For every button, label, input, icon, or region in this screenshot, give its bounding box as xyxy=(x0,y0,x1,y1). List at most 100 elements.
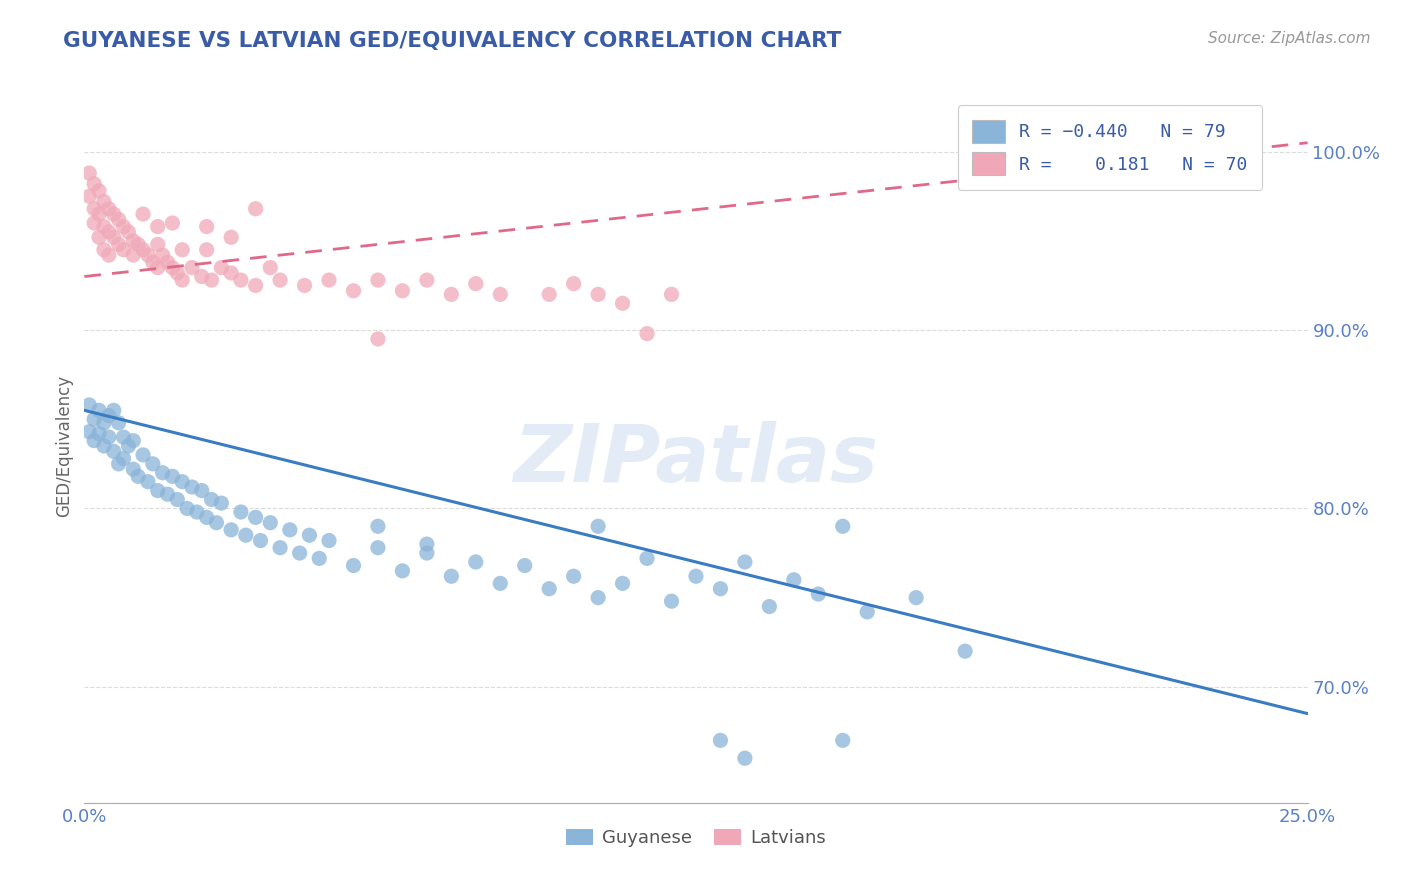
Point xyxy=(245,202,267,216)
Point xyxy=(146,219,169,234)
Point xyxy=(142,457,165,471)
Point xyxy=(107,416,129,430)
Point xyxy=(122,434,145,448)
Point xyxy=(259,260,281,275)
Y-axis label: GED/Equivalency: GED/Equivalency xyxy=(55,375,73,517)
Point xyxy=(308,551,330,566)
Point xyxy=(562,277,585,291)
Point xyxy=(342,558,364,573)
Legend: Guyanese, Latvians: Guyanese, Latvians xyxy=(560,822,832,855)
Point xyxy=(77,425,100,439)
Point xyxy=(127,469,149,483)
Point xyxy=(166,266,188,280)
Point xyxy=(87,426,110,441)
Point xyxy=(612,576,634,591)
Point xyxy=(87,403,110,417)
Point xyxy=(661,287,683,301)
Point xyxy=(294,278,316,293)
Point xyxy=(288,546,311,560)
Point xyxy=(464,277,486,291)
Point xyxy=(219,230,242,244)
Point xyxy=(513,558,536,573)
Point xyxy=(93,194,115,209)
Point xyxy=(156,255,179,269)
Point xyxy=(195,510,218,524)
Point xyxy=(77,398,100,412)
Point xyxy=(112,451,135,466)
Point xyxy=(93,243,115,257)
Point xyxy=(97,248,120,262)
Point xyxy=(856,605,879,619)
Point xyxy=(298,528,321,542)
Point xyxy=(489,287,512,301)
Point xyxy=(83,216,105,230)
Point xyxy=(103,207,125,221)
Point xyxy=(586,591,609,605)
Point xyxy=(235,528,257,542)
Point xyxy=(831,733,853,747)
Point xyxy=(83,202,105,216)
Point xyxy=(112,243,135,257)
Point xyxy=(709,582,731,596)
Point xyxy=(245,278,267,293)
Point xyxy=(146,237,169,252)
Point xyxy=(612,296,634,310)
Point xyxy=(181,480,204,494)
Point xyxy=(142,255,165,269)
Point xyxy=(636,326,658,341)
Point xyxy=(195,219,218,234)
Point xyxy=(200,273,222,287)
Point xyxy=(489,576,512,591)
Point xyxy=(259,516,281,530)
Point xyxy=(586,287,609,301)
Point xyxy=(464,555,486,569)
Point xyxy=(661,594,683,608)
Point xyxy=(191,269,214,284)
Point xyxy=(176,501,198,516)
Point xyxy=(367,273,389,287)
Point xyxy=(127,237,149,252)
Point xyxy=(269,273,291,287)
Point xyxy=(162,469,184,483)
Text: Source: ZipAtlas.com: Source: ZipAtlas.com xyxy=(1208,31,1371,46)
Point xyxy=(709,733,731,747)
Point xyxy=(93,416,115,430)
Point xyxy=(122,462,145,476)
Point xyxy=(538,287,561,301)
Point xyxy=(905,591,928,605)
Point xyxy=(562,569,585,583)
Point xyxy=(191,483,214,498)
Point xyxy=(367,519,389,533)
Point xyxy=(152,248,174,262)
Point xyxy=(77,166,100,180)
Point xyxy=(229,273,252,287)
Point xyxy=(342,284,364,298)
Point xyxy=(83,434,105,448)
Point xyxy=(122,234,145,248)
Point xyxy=(209,260,232,275)
Point xyxy=(87,184,110,198)
Point xyxy=(117,439,139,453)
Point xyxy=(146,483,169,498)
Point xyxy=(219,266,242,280)
Point xyxy=(172,475,194,489)
Point xyxy=(172,243,194,257)
Point xyxy=(229,505,252,519)
Text: GUYANESE VS LATVIAN GED/EQUIVALENCY CORRELATION CHART: GUYANESE VS LATVIAN GED/EQUIVALENCY CORR… xyxy=(63,31,842,51)
Point xyxy=(245,510,267,524)
Point xyxy=(97,430,120,444)
Point xyxy=(112,430,135,444)
Point xyxy=(97,202,120,216)
Point xyxy=(97,409,120,423)
Point xyxy=(685,569,707,583)
Text: ZIPatlas: ZIPatlas xyxy=(513,421,879,500)
Point xyxy=(122,248,145,262)
Point xyxy=(391,564,413,578)
Point xyxy=(269,541,291,555)
Point xyxy=(103,403,125,417)
Point xyxy=(831,519,853,533)
Point xyxy=(107,237,129,252)
Point xyxy=(219,523,242,537)
Point xyxy=(112,219,135,234)
Point xyxy=(152,466,174,480)
